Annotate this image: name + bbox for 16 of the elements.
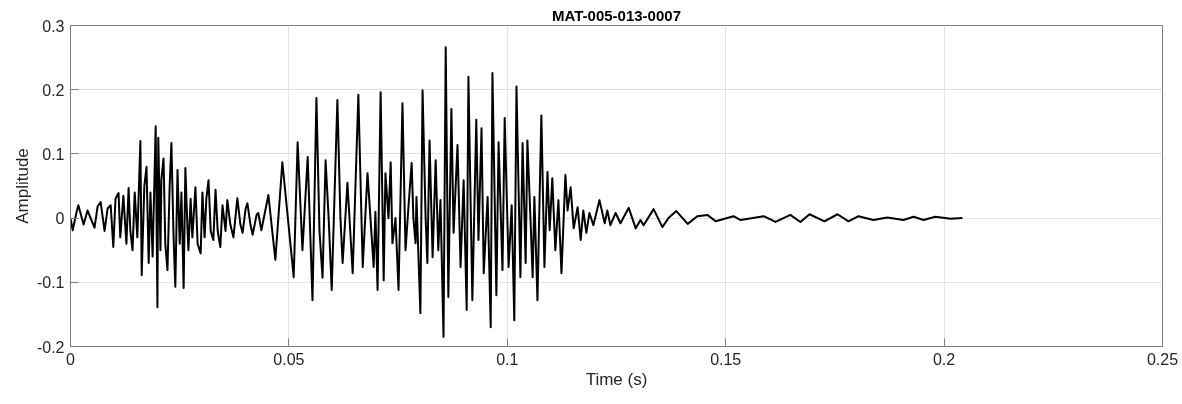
y-tick-label: 0.2 — [42, 81, 65, 99]
x-tick-label: 0.25 — [1146, 350, 1179, 368]
y-tick-label: -0.2 — [36, 338, 65, 356]
y-tick-label: 0 — [55, 210, 65, 228]
y-tick-label: 0.3 — [42, 17, 65, 35]
x-tick-label: 0.05 — [273, 350, 305, 368]
y-axis-title: Amplitude — [12, 148, 32, 224]
x-tick-label: 0.2 — [932, 350, 956, 368]
x-tick-label: 0 — [66, 350, 76, 368]
y-tick-label: 0.1 — [42, 145, 65, 163]
line-series — [70, 46, 964, 338]
x-tick-label: 0.15 — [710, 350, 742, 368]
x-axis-title: Time (s) — [585, 369, 648, 389]
chart-title: MAT-005-013-0007 — [552, 6, 681, 24]
x-tick-label: 0.1 — [496, 350, 519, 368]
y-tick-label: -0.1 — [36, 274, 65, 292]
